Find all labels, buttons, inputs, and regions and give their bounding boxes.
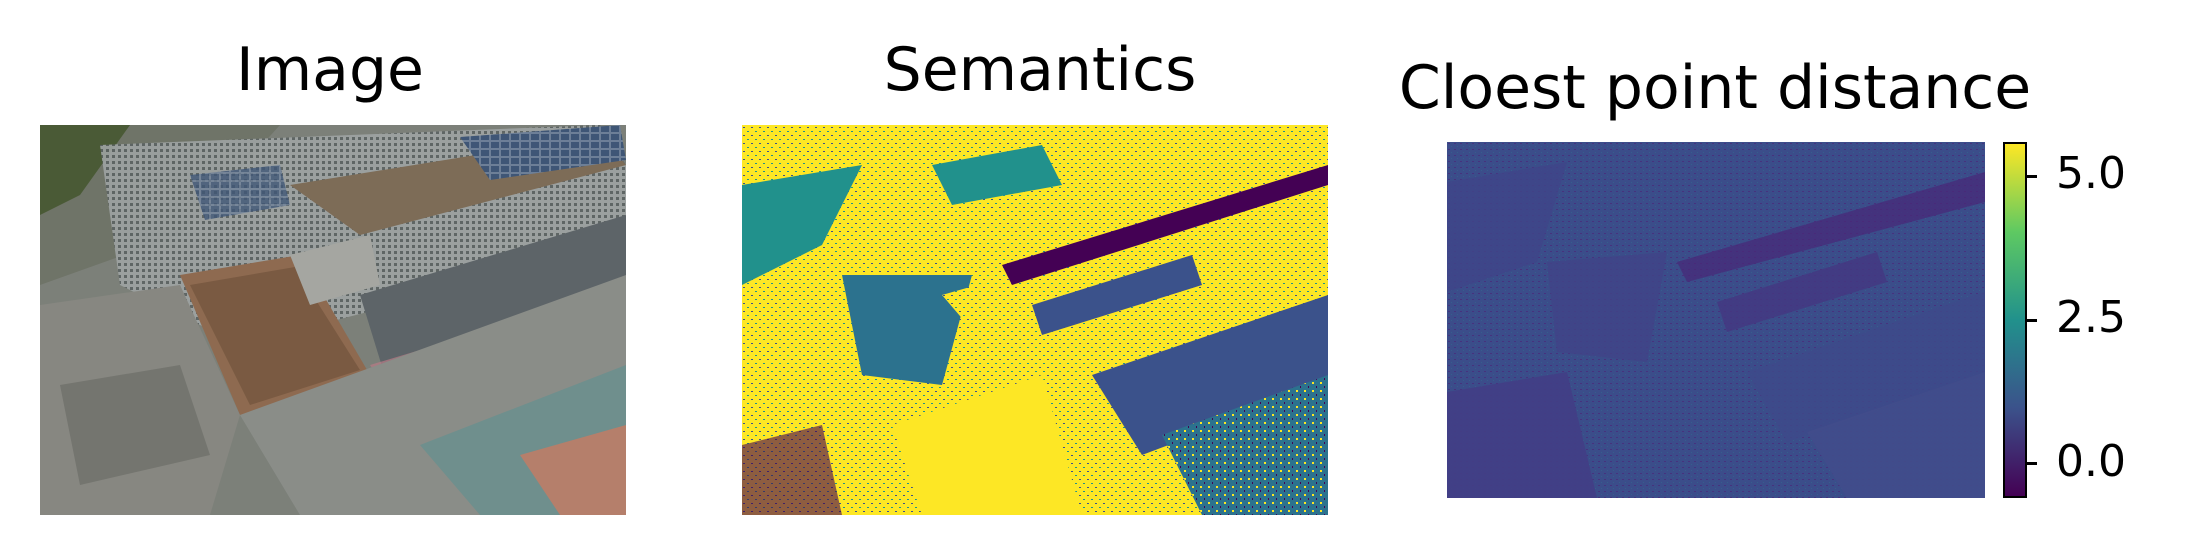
panel-title-semantics: Semantics bbox=[883, 35, 1197, 105]
panel-title-distance: Cloest point distance bbox=[1398, 53, 2032, 123]
colorbar-tick-label: 2.5 bbox=[2056, 292, 2126, 343]
colorbar-tick-label: 5.0 bbox=[2056, 148, 2126, 200]
colorbar-tick-label: 0.0 bbox=[2056, 435, 2126, 487]
semantics-map-graphic bbox=[742, 125, 1328, 515]
distance-heatmap-graphic bbox=[1447, 142, 1985, 498]
aerial-photo-graphic bbox=[40, 125, 626, 515]
aerial-photo bbox=[40, 125, 626, 515]
semantics-map bbox=[742, 125, 1328, 515]
colorbar-tick-mark bbox=[2027, 174, 2037, 178]
colorbar bbox=[2003, 142, 2027, 498]
panel-title-image: Image bbox=[236, 35, 424, 105]
distance-heatmap bbox=[1447, 142, 1985, 498]
colorbar-tick-mark bbox=[2027, 462, 2037, 466]
colorbar-tick-mark bbox=[2027, 318, 2037, 322]
